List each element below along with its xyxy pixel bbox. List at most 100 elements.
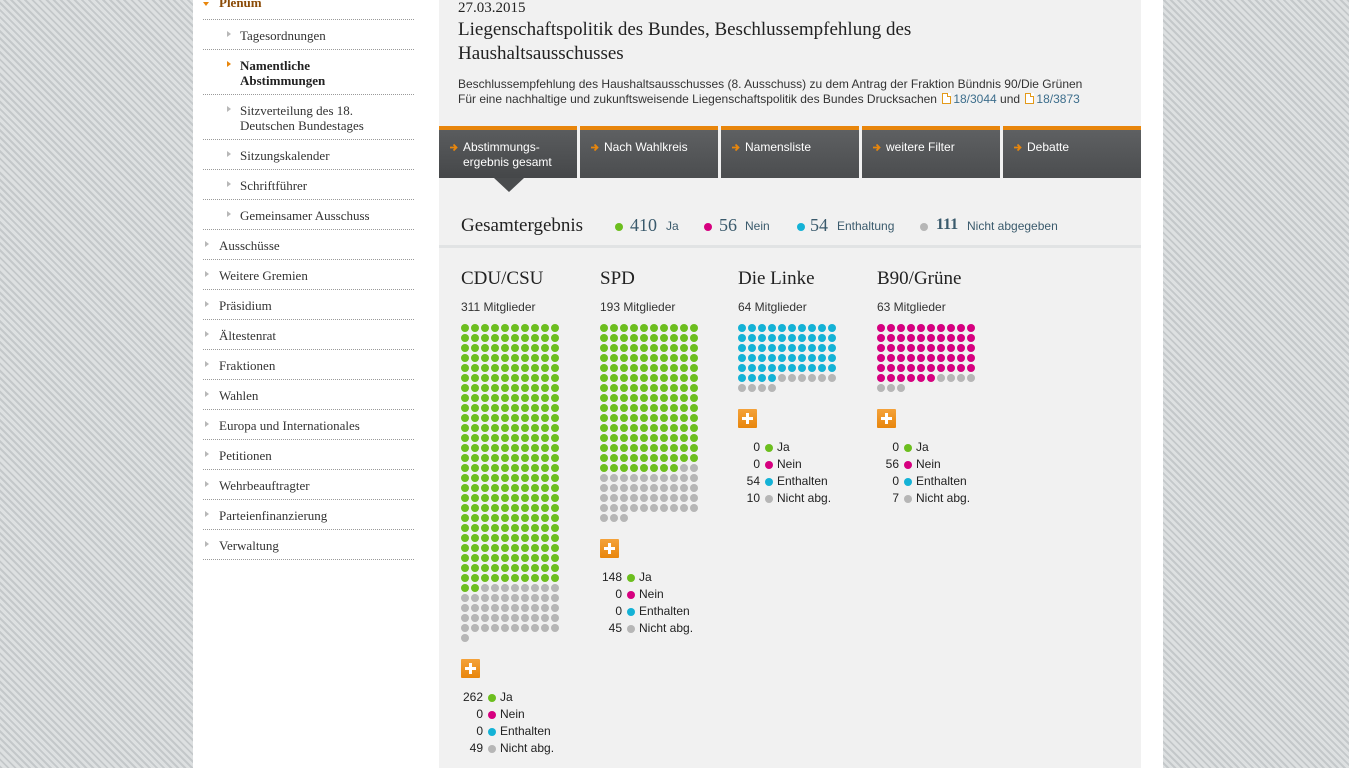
sidebar-item-label: Gemeinsamer Ausschuss	[240, 208, 370, 223]
seat-dot-ja	[501, 454, 509, 462]
seat-dot-nicht-abgegeben	[531, 584, 539, 592]
sidebar-item-wehrbeauftragter[interactable]: Wehrbeauftragter	[203, 470, 414, 500]
seat-dot-enthalten	[798, 354, 806, 362]
expand-plus-icon[interactable]	[461, 659, 480, 678]
seat-dot-ja	[481, 514, 489, 522]
seat-dot-ja	[501, 334, 509, 342]
tab-weitere-filter[interactable]: weitere Filter	[862, 126, 1000, 178]
seat-dot-ja	[491, 404, 499, 412]
seat-dot-ja	[600, 404, 608, 412]
drucksache-link-1[interactable]: 18/3044	[953, 92, 997, 106]
sidebar-item-plenum[interactable]: Plenum	[203, 0, 414, 20]
seat-dot-ja	[541, 574, 549, 582]
seat-dot-nein	[927, 364, 935, 372]
seat-dot-ja	[650, 424, 658, 432]
seat-dot-ja	[501, 444, 509, 452]
party-vote-legend: 148 Ja 0 Nein 0 Enthalten 45 Nicht abg.	[600, 570, 730, 638]
seat-dot-ja	[551, 334, 559, 342]
sidebar-subitem-gemeinsamer-ausschuss[interactable]: Gemeinsamer Ausschuss	[203, 200, 414, 230]
seat-dot-ja	[610, 434, 618, 442]
sidebar-item-label: Weitere Gremien	[219, 268, 308, 283]
sidebar-item-fraktionen[interactable]: Fraktionen	[203, 350, 414, 380]
seat-dot-ja	[650, 454, 658, 462]
sidebar-item-wahlen[interactable]: Wahlen	[203, 380, 414, 410]
seat-dot-ja	[511, 354, 519, 362]
seat-dot-enthalten	[778, 354, 786, 362]
seat-dot-ja	[620, 434, 628, 442]
party-vote-legend: 262 Ja 0 Nein 0 Enthalten 49 Nicht abg.	[461, 690, 591, 758]
seat-dot-ja	[531, 374, 539, 382]
seat-dot-nicht-abgegeben	[551, 594, 559, 602]
sidebar-item-europa-und-internationales[interactable]: Europa und Internationales	[203, 410, 414, 440]
sidebar-item-parteienfinanzierung[interactable]: Parteienfinanzierung	[203, 500, 414, 530]
seat-dot-ja	[650, 334, 658, 342]
seat-dot-ja	[610, 404, 618, 412]
seat-dot-ja	[551, 434, 559, 442]
seat-dot-ja	[481, 424, 489, 432]
drucksache-link-2[interactable]: 18/3873	[1036, 92, 1080, 106]
tab-namensliste[interactable]: Namensliste	[721, 126, 859, 178]
vote-count: 49	[469, 741, 483, 755]
seat-dot-nicht-abgegeben	[511, 624, 519, 632]
seat-dot-nicht-abgegeben	[937, 374, 945, 382]
expand-plus-icon[interactable]	[738, 409, 757, 428]
vote-count: 148	[601, 570, 622, 584]
sidebar-item-ältestenrat[interactable]: Ältestenrat	[203, 320, 414, 350]
seat-dot-nicht-abgegeben	[531, 624, 539, 632]
seat-dot-ja	[481, 354, 489, 362]
seat-dot-ja	[511, 474, 519, 482]
seat-dot-ja	[640, 464, 648, 472]
sidebar-item-verwaltung[interactable]: Verwaltung	[203, 530, 414, 560]
sidebar-item-präsidium[interactable]: Präsidium	[203, 290, 414, 320]
seat-dot-ja	[471, 374, 479, 382]
sidebar-subitem-sitzungskalender[interactable]: Sitzungskalender	[203, 140, 414, 170]
seat-dot-ja	[461, 494, 469, 502]
tab-debatte[interactable]: Debatte	[1003, 126, 1141, 178]
tab-abstimmungsergebnis-gesamt[interactable]: Abstimmungs- ergebnis gesamt	[439, 126, 577, 178]
sidebar-item-weitere-gremien[interactable]: Weitere Gremien	[203, 260, 414, 290]
seat-dot-ja	[660, 444, 668, 452]
seat-dot-ja	[471, 354, 479, 362]
seat-dot-ja	[521, 324, 529, 332]
sidebar-item-ausschüsse[interactable]: Ausschüsse	[203, 230, 414, 260]
seat-dot-ja	[640, 454, 648, 462]
party-cdu-csu: CDU/CSU 311 Mitglieder 262 Ja 0 Nein 0 Enthalte…	[461, 268, 591, 758]
expand-plus-icon[interactable]	[877, 409, 896, 428]
seat-dot-ja	[640, 414, 648, 422]
seat-dot-nicht-abgegeben	[660, 484, 668, 492]
seat-dot-nicht-abgegeben	[690, 484, 698, 492]
seat-dot-nicht-abgegeben	[461, 624, 469, 632]
seat-dot-nicht-abgegeben	[491, 614, 499, 622]
sidebar-subitem-sitzverteilung[interactable]: Sitzverteilung des 18. Deutschen Bundest…	[203, 95, 414, 140]
sidebar-subitem-schriftfuehrer[interactable]: Schriftführer	[203, 170, 414, 200]
seat-dot-enthalten	[818, 334, 826, 342]
seat-dot-ja	[551, 414, 559, 422]
seat-dot-nicht-abgegeben	[481, 624, 489, 632]
seat-dot-ja	[531, 384, 539, 392]
seat-dot-ja	[471, 514, 479, 522]
seat-dot-ja	[481, 484, 489, 492]
seat-dot-ja	[511, 494, 519, 502]
seat-dot-ja	[640, 444, 648, 452]
nein-dot-icon	[765, 461, 773, 469]
seat-dot-nicht-abgegeben	[680, 464, 688, 472]
seat-dot-ja	[471, 344, 479, 352]
sidebar-subitem-namentliche-abstimmungen[interactable]: Namentliche Abstimmungen	[203, 50, 414, 95]
tab-nach-wahlkreis[interactable]: Nach Wahlkreis	[580, 126, 718, 178]
seat-dot-ja	[541, 364, 549, 372]
expand-plus-icon[interactable]	[600, 539, 619, 558]
seat-dot-nicht-abgegeben	[541, 594, 549, 602]
seat-dot-ja	[680, 414, 688, 422]
party-vote-legend: 0 Ja 56 Nein 0 Enthalten 7 Nicht abg.	[877, 440, 1007, 508]
sidebar-subitem-tagesordnungen[interactable]: Tagesordnungen	[203, 20, 414, 50]
seat-dot-ja	[680, 384, 688, 392]
sidebar-item-petitionen[interactable]: Petitionen	[203, 440, 414, 470]
seat-dot-ja	[461, 444, 469, 452]
seat-dot-nicht-abgegeben	[481, 604, 489, 612]
chevron-right-icon	[205, 481, 209, 487]
seat-dots	[461, 324, 561, 644]
seat-dot-enthalten	[818, 354, 826, 362]
seat-dot-ja	[521, 444, 529, 452]
seat-dot-ja	[481, 454, 489, 462]
seat-dot-ja	[521, 344, 529, 352]
